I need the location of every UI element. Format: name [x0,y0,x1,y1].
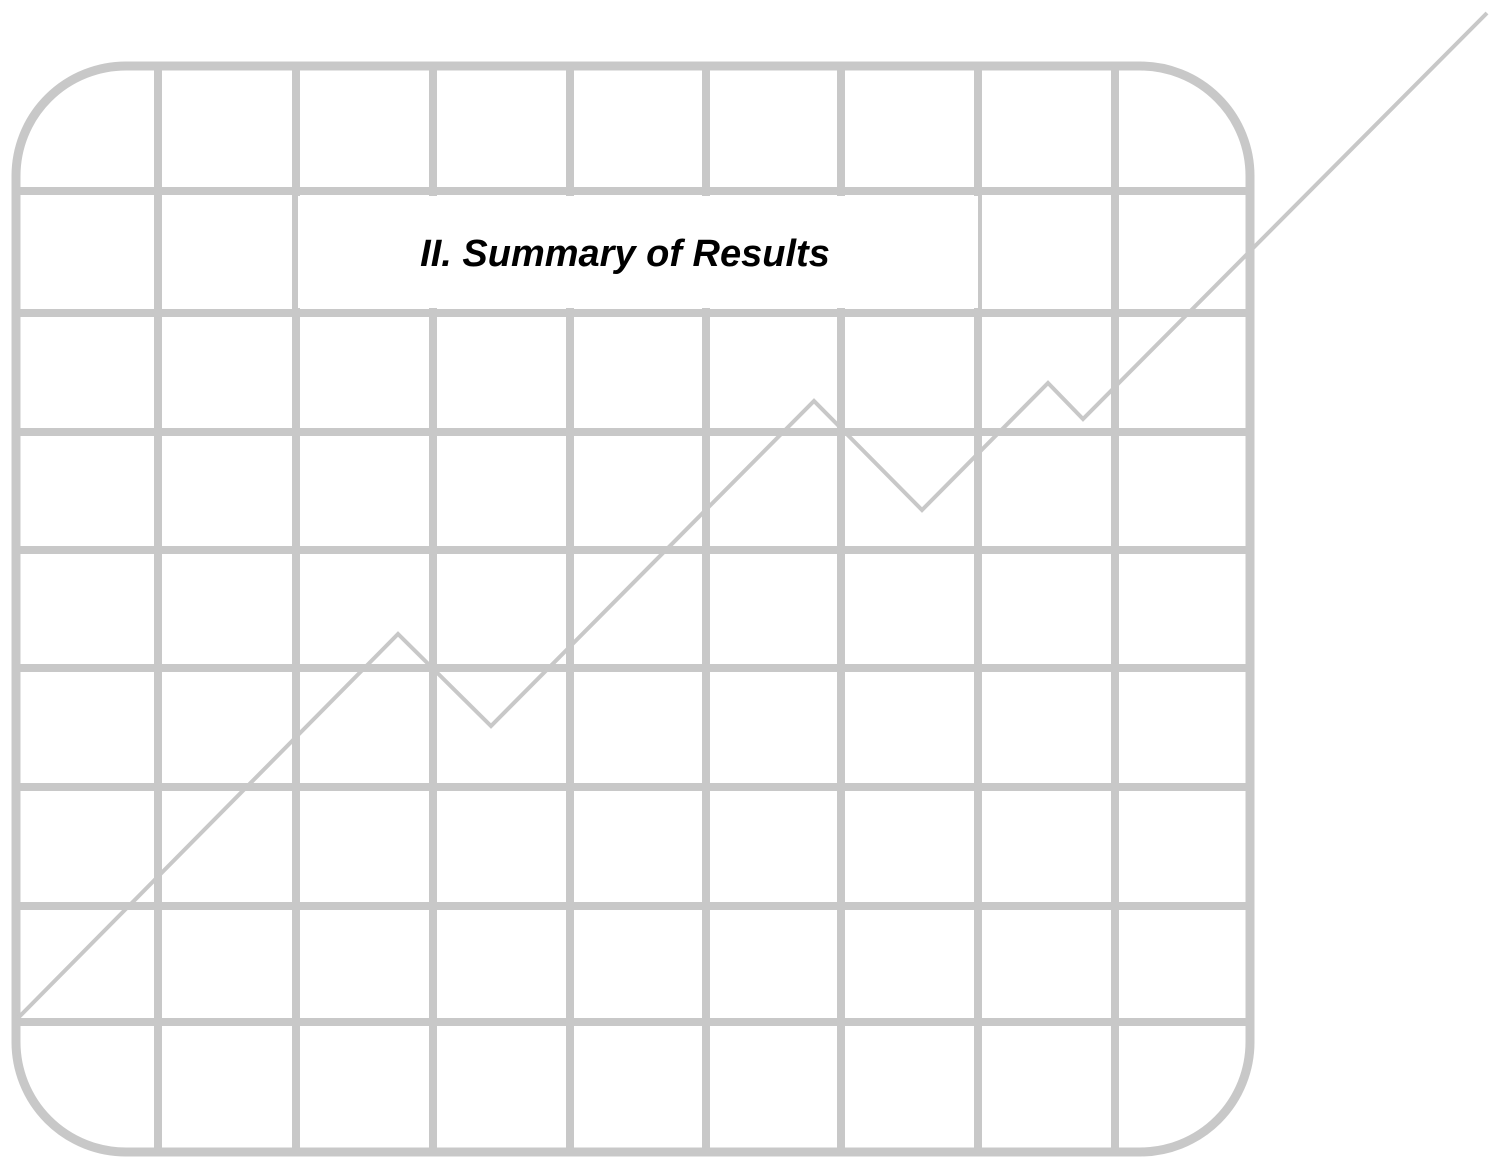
section-title: II. Summary of Results [420,232,830,275]
grid-frame [11,61,1255,1157]
title-box: II. Summary of Results [298,196,978,308]
trend-line [16,11,1489,1020]
